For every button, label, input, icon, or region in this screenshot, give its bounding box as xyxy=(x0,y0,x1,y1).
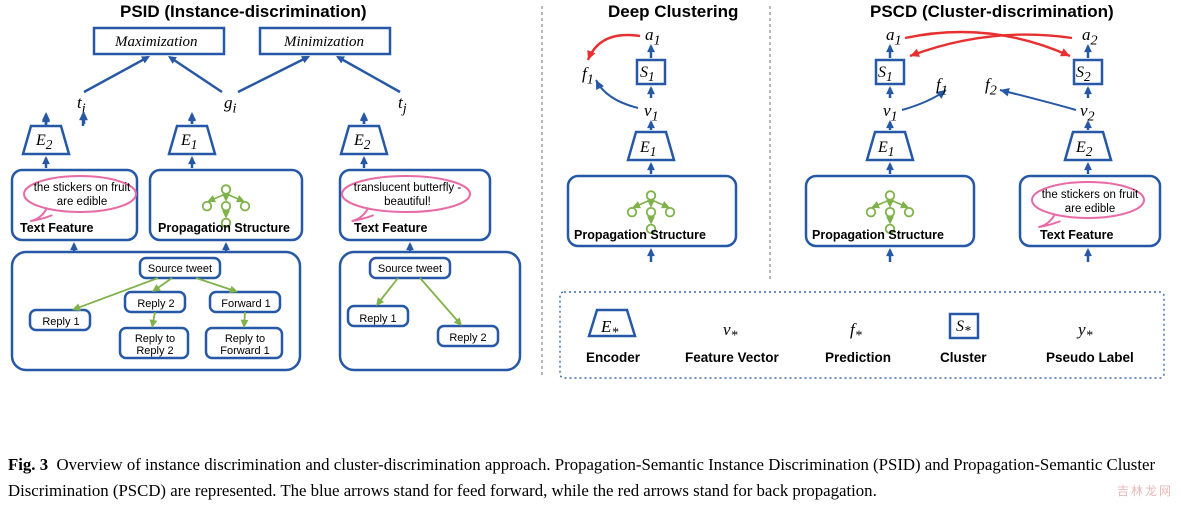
dc-S1: S1 xyxy=(640,64,655,85)
tree1-reply1: Reply 1 xyxy=(33,316,89,328)
pscd-textfeature: Text Feature xyxy=(1040,228,1113,242)
leg-cluster: Cluster xyxy=(940,350,987,365)
leg-pred: Prediction xyxy=(825,350,891,365)
figure-caption: Fig. 3 Overview of instance discriminati… xyxy=(8,452,1173,504)
speech-2: translucent butterfly - beautiful! xyxy=(350,181,465,210)
pscd-v1: v1 xyxy=(883,101,898,125)
pscd-a2: a2 xyxy=(1082,25,1098,49)
dc-E1: E1 xyxy=(640,139,656,160)
pscd-S2: S2 xyxy=(1076,64,1091,85)
lbl-E2-right: E2 xyxy=(354,132,370,153)
tree1-source: Source tweet xyxy=(142,263,218,275)
lbl-tj: tj xyxy=(398,93,407,117)
pscd-E2: E2 xyxy=(1076,139,1092,160)
tree2-reply2: Reply 2 xyxy=(440,332,496,344)
pscd-v2: v2 xyxy=(1080,101,1095,125)
lbl-E2-left: E2 xyxy=(36,132,52,153)
pscd-propstruct: Propagation Structure xyxy=(812,228,944,242)
dc-a1: a1 xyxy=(645,25,661,49)
leg-pseudo: Pseudo Label xyxy=(1046,350,1134,365)
caption-text: Overview of instance discrimination and … xyxy=(8,455,1155,500)
title-psid: PSID (Instance-discrimination) xyxy=(120,2,367,22)
lbl-gi: gi xyxy=(224,93,236,117)
leg-y: y* xyxy=(1078,320,1093,344)
title-dc: Deep Clustering xyxy=(608,2,738,22)
tree1-fwd1: Forward 1 xyxy=(213,298,279,310)
leg-f: f* xyxy=(850,320,862,344)
leg-featvec: Feature Vector xyxy=(685,350,779,365)
label-min: Minimization xyxy=(284,34,364,51)
speech-1: the stickers on fruit are edible xyxy=(32,181,132,210)
caption-prefix: Fig. 3 xyxy=(8,455,48,474)
pscd-f1: f1 xyxy=(936,75,948,99)
pscd-S1: S1 xyxy=(878,64,893,85)
watermark: 吉林龙网 xyxy=(1117,482,1173,499)
leg-v: v* xyxy=(723,320,738,344)
pscd-E1: E1 xyxy=(878,139,894,160)
leg-encoder: Encoder xyxy=(586,350,640,365)
dc-v1: v1 xyxy=(644,101,659,125)
speech-3: the stickers on fruit are edible xyxy=(1040,188,1140,217)
lbl-textfeature-1: Text Feature xyxy=(20,221,93,235)
tree1-rf1: Reply to Forward 1 xyxy=(210,333,280,357)
pscd-f2: f2 xyxy=(985,75,997,99)
tree2-source: Source tweet xyxy=(372,263,448,275)
leg-S: S* xyxy=(956,318,971,339)
dc-propstruct: Propagation Structure xyxy=(574,228,706,242)
leg-E: E* xyxy=(601,317,618,341)
lbl-propstruct-1: Propagation Structure xyxy=(158,221,290,235)
lbl-textfeature-2: Text Feature xyxy=(354,221,427,235)
pscd-a1: a1 xyxy=(886,25,902,49)
label-max: Maximization xyxy=(115,34,198,51)
lbl-E1-mid: E1 xyxy=(181,132,197,153)
dc-f1: f1 xyxy=(582,64,594,88)
title-pscd: PSCD (Cluster-discrimination) xyxy=(870,2,1114,22)
lbl-ti: ti xyxy=(77,93,86,117)
tree1-reply2: Reply 2 xyxy=(128,298,184,310)
tree1-rr2: Reply to Reply 2 xyxy=(124,333,186,357)
tree2-reply1: Reply 1 xyxy=(350,313,406,325)
